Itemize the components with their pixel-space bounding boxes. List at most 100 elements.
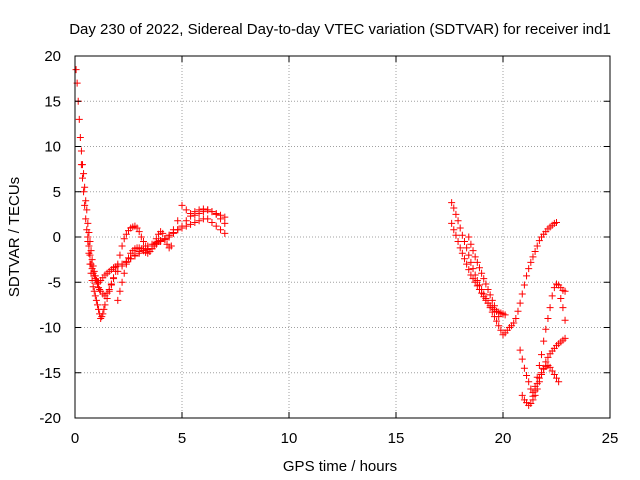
data-point bbox=[83, 226, 91, 234]
data-point bbox=[100, 305, 108, 313]
data-point bbox=[531, 247, 539, 255]
axis-ticks: 0 5 10 15 20 25 -20 -15 -10 -5 0 5 10 15 20 bbox=[39, 48, 618, 447]
data-point bbox=[81, 201, 89, 209]
data-point bbox=[512, 314, 520, 322]
data-point bbox=[538, 369, 546, 377]
data-point bbox=[187, 209, 195, 217]
data-point bbox=[510, 319, 518, 327]
data-point bbox=[137, 233, 145, 241]
series-track-j bbox=[529, 295, 569, 400]
y-tick-label: 15 bbox=[44, 93, 61, 110]
data-point bbox=[548, 367, 556, 375]
data-point bbox=[561, 316, 569, 324]
data-point bbox=[450, 204, 458, 212]
data-point bbox=[493, 317, 501, 325]
y-axis-label: SDTVAR / TECUs bbox=[6, 177, 23, 297]
y-tick-label: 10 bbox=[44, 139, 61, 156]
series-track-h bbox=[518, 334, 569, 409]
data-point bbox=[187, 220, 195, 228]
x-tick-label: 15 bbox=[388, 430, 405, 447]
series-track-c bbox=[84, 215, 229, 286]
data-point bbox=[89, 283, 97, 291]
data-point bbox=[105, 287, 113, 295]
x-tick-label: 10 bbox=[281, 430, 298, 447]
data-point bbox=[195, 217, 203, 225]
data-point bbox=[83, 206, 91, 214]
data-point bbox=[467, 258, 475, 266]
data-point bbox=[195, 209, 203, 217]
data-point bbox=[135, 228, 143, 236]
data-point bbox=[527, 400, 535, 408]
x-axis-label: GPS time / hours bbox=[283, 458, 397, 475]
data-point bbox=[182, 222, 190, 230]
data-point bbox=[110, 274, 118, 282]
data-point bbox=[169, 226, 177, 234]
series-track-d bbox=[114, 201, 229, 304]
data-point bbox=[482, 280, 490, 288]
chart-title: Day 230 of 2022, Sidereal Day-to-day VTE… bbox=[69, 21, 611, 38]
data-point bbox=[471, 253, 479, 261]
data-point bbox=[467, 240, 475, 248]
data-point bbox=[478, 269, 486, 277]
data-point bbox=[208, 219, 216, 227]
data-point bbox=[84, 219, 92, 227]
data-point bbox=[91, 292, 99, 300]
data-point bbox=[463, 244, 471, 252]
data-point bbox=[478, 289, 486, 297]
data-point bbox=[76, 133, 84, 141]
data-point bbox=[167, 242, 175, 250]
data-point bbox=[550, 284, 558, 292]
data-point bbox=[486, 291, 494, 299]
data-point bbox=[544, 353, 552, 361]
data-point bbox=[516, 299, 524, 307]
series-track-e bbox=[448, 199, 560, 339]
data-point bbox=[550, 371, 558, 379]
data-point bbox=[495, 322, 503, 330]
data-point bbox=[561, 334, 569, 342]
data-point bbox=[157, 237, 165, 245]
data-point bbox=[221, 219, 229, 227]
data-point bbox=[465, 233, 473, 241]
data-point bbox=[518, 290, 526, 298]
data-point bbox=[525, 265, 533, 273]
series-track-f bbox=[448, 219, 509, 319]
data-point bbox=[212, 222, 220, 230]
data-point bbox=[90, 287, 98, 295]
data-point bbox=[118, 242, 126, 250]
data-point bbox=[174, 217, 182, 225]
data-point bbox=[458, 231, 466, 239]
data-point bbox=[199, 208, 207, 216]
data-point bbox=[178, 201, 186, 209]
x-tick-label: 20 bbox=[495, 430, 512, 447]
data-point bbox=[529, 392, 537, 400]
data-point bbox=[131, 251, 139, 259]
data-point bbox=[120, 235, 128, 243]
data-point bbox=[553, 374, 560, 382]
data-point bbox=[85, 242, 93, 250]
data-point bbox=[178, 224, 186, 232]
data-point bbox=[531, 387, 539, 395]
y-tick-label: 0 bbox=[53, 229, 61, 246]
data-point bbox=[473, 282, 481, 290]
data-point bbox=[144, 242, 152, 250]
data-point bbox=[546, 304, 554, 312]
data-point bbox=[161, 236, 169, 244]
data-point bbox=[527, 385, 535, 393]
data-point bbox=[212, 210, 220, 218]
data-point bbox=[463, 260, 471, 268]
data-point bbox=[208, 208, 216, 216]
data-point bbox=[204, 206, 212, 214]
data-point bbox=[78, 174, 86, 182]
data-point bbox=[454, 217, 462, 225]
y-tick-label: -20 bbox=[39, 410, 61, 427]
data-point bbox=[97, 314, 105, 322]
data-point bbox=[542, 325, 550, 333]
data-point bbox=[471, 278, 479, 286]
data-point bbox=[529, 253, 537, 261]
data-point bbox=[116, 287, 124, 295]
data-point bbox=[122, 260, 130, 268]
data-point bbox=[452, 231, 460, 239]
data-point bbox=[518, 391, 526, 399]
data-point bbox=[191, 211, 199, 219]
y-tick-label: -10 bbox=[39, 320, 61, 337]
